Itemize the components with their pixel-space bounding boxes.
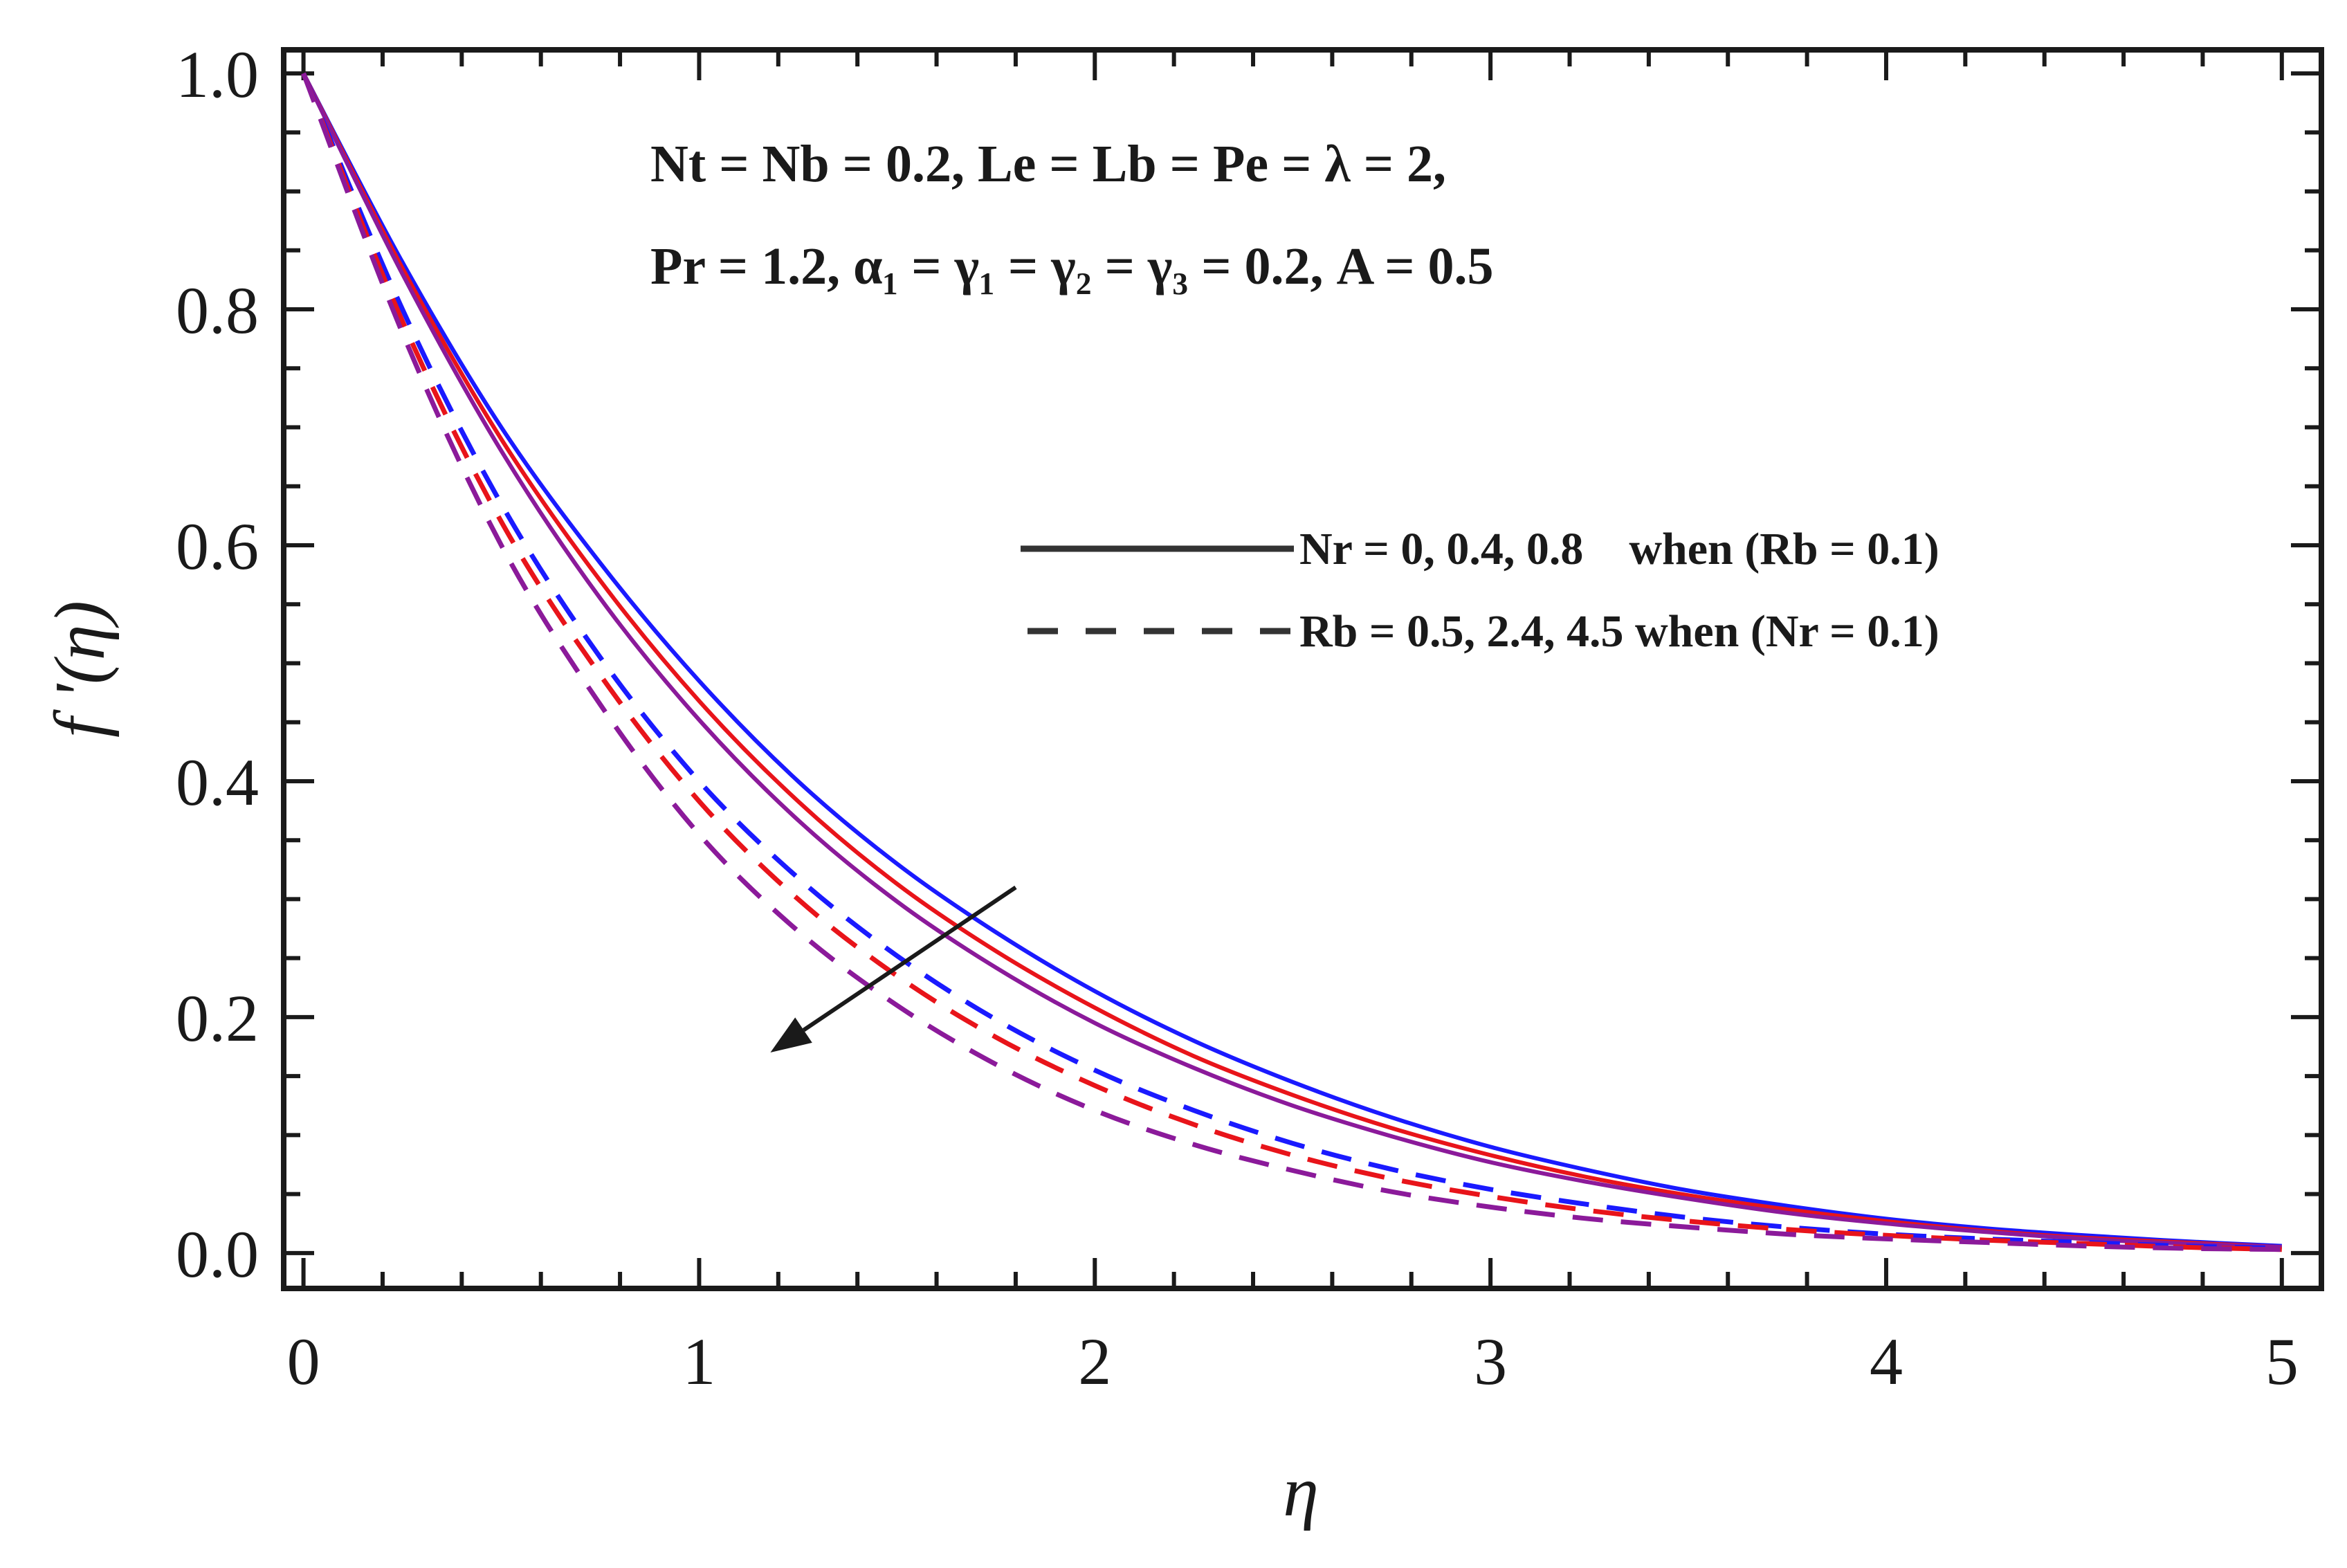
solid-series-line-1 (301, 72, 2282, 1250)
annotation-line-1: Nt = Nb = 0.2, Le = Lb = Pe = λ = 2, (650, 135, 1446, 193)
x-axis-label: η (1283, 1452, 1319, 1531)
x-tick-label: 2 (1078, 1324, 1111, 1398)
solid-series-line-0 (301, 72, 2282, 1248)
y-tick-label: 0.0 (176, 1217, 259, 1291)
solid-series-line-2 (301, 72, 2282, 1250)
trend-arrow (770, 885, 1017, 1052)
y-axis-title: f '(η) (40, 601, 120, 738)
x-tick-label: 5 (2265, 1324, 2299, 1398)
arrow-shaft (802, 885, 1017, 1032)
x-tick-label: 3 (1474, 1324, 1507, 1398)
y-tick-label: 0.4 (176, 745, 259, 819)
x-tick-label: 1 (682, 1324, 715, 1398)
arrow-head (770, 1017, 812, 1052)
dashed-series-line-5 (301, 72, 2282, 1252)
x-tick-label: 0 (287, 1324, 320, 1398)
axis-tick-labels: 0 1 2 3 4 5 0.0 0.2 0.4 0.6 0.8 1.0 (176, 37, 2299, 1398)
plot-frame (281, 47, 2324, 1291)
y-tick-label: 0.8 (176, 273, 259, 347)
series-layer (301, 72, 2282, 1252)
x-tick-label: 4 (1870, 1324, 1903, 1398)
y-tick-label: 1.0 (176, 37, 259, 111)
legend: Nr = 0, 0.4, 0.8 when (Rb = 0.1) Rb = 0.… (1021, 524, 1939, 657)
legend-label-solid: Nr = 0, 0.4, 0.8 when (Rb = 0.1) (1299, 524, 1939, 574)
y-axis-label: f '(η) (40, 601, 120, 738)
dashed-series-line-4 (301, 72, 2282, 1252)
annotation-line-2: Pr = 1.2, α₁ = γ₁ = γ₂ = γ₃ = 0.2, A = 0… (650, 237, 1494, 295)
axis-ticks (284, 50, 2321, 1288)
y-tick-label: 0.6 (176, 509, 259, 583)
legend-label-dashed: Rb = 0.5, 2.4, 4.5 when (Nr = 0.1) (1299, 606, 1939, 657)
y-tick-label: 0.2 (176, 981, 259, 1055)
